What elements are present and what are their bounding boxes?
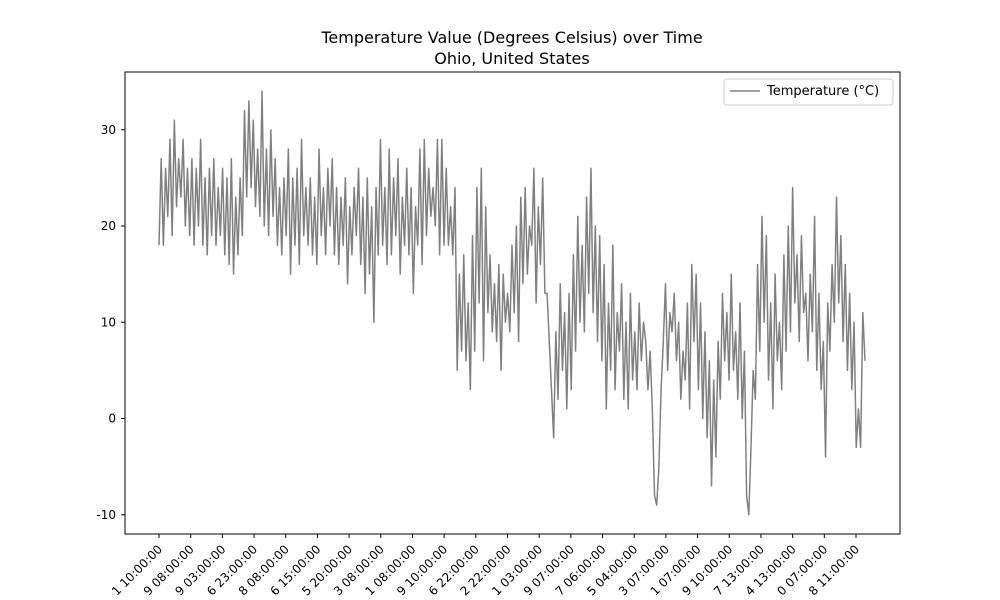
y-tick-label: 10	[101, 315, 116, 329]
y-tick-label: 0	[108, 412, 116, 426]
y-axis: -10 0 10 20 30	[96, 123, 125, 522]
legend: Temperature (°C)	[723, 78, 894, 106]
y-tick-label: 30	[101, 123, 116, 137]
chart-subtitle: Ohio, United States	[434, 49, 589, 68]
series-line-temperature	[158, 90, 866, 516]
chart-title: Temperature Value (Degrees Celsius) over…	[320, 28, 702, 47]
y-tick-label: -10	[96, 508, 116, 522]
plot-frame	[124, 71, 901, 535]
y-tick-label: 20	[101, 219, 116, 233]
legend-label: Temperature (°C)	[766, 84, 879, 99]
legend-box	[723, 78, 894, 106]
